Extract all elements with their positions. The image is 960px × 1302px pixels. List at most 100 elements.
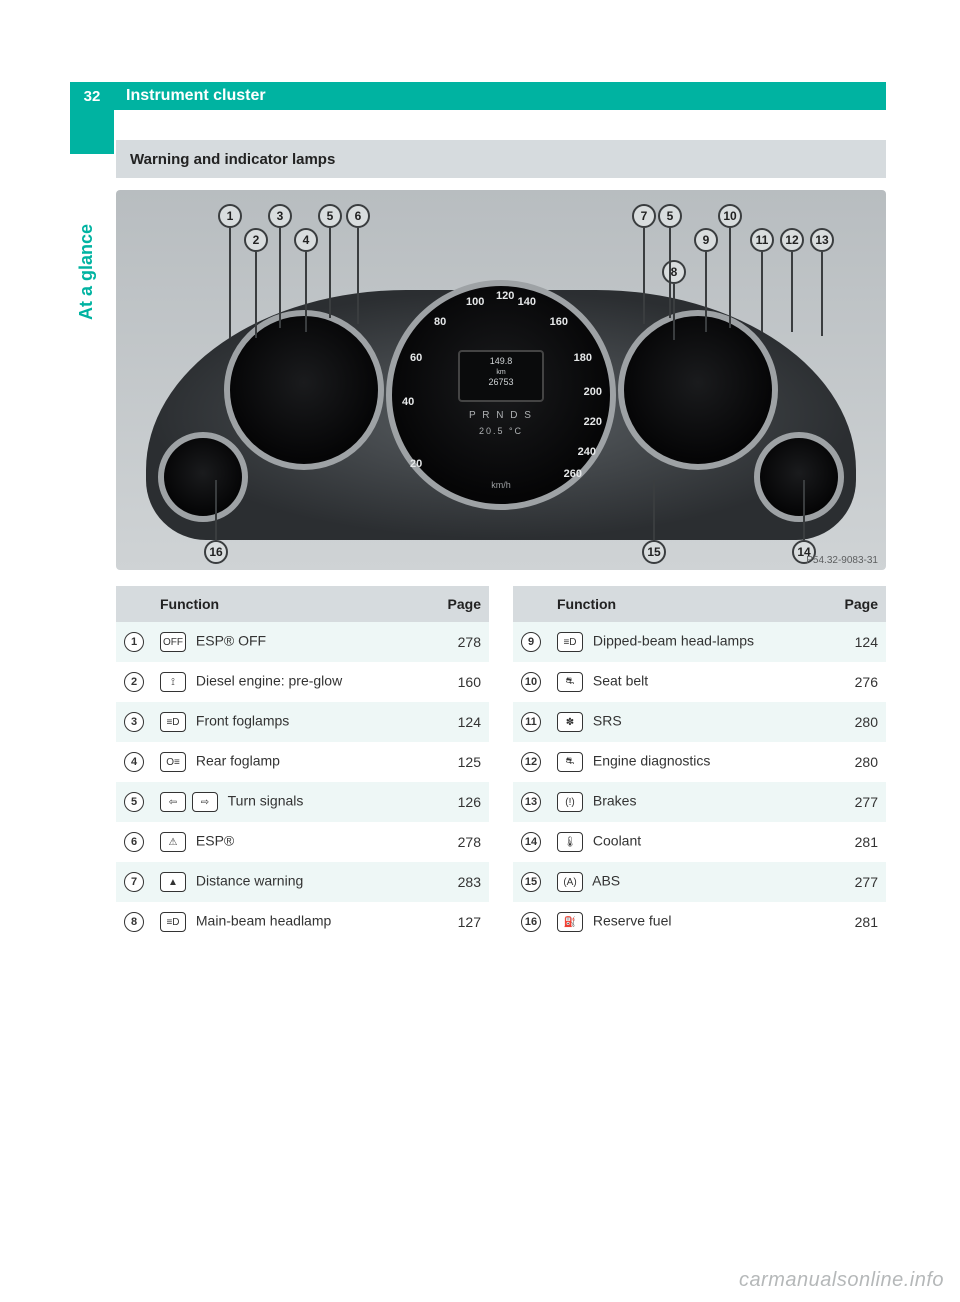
circled-number-icon: 7 bbox=[124, 872, 144, 892]
speed-60: 60 bbox=[410, 352, 422, 364]
circled-number-icon: 9 bbox=[521, 632, 541, 652]
symbol-icon: ⛐ bbox=[557, 752, 583, 772]
function-table-left: Function Page 1OFF ESP® OFF2782⟟ Diesel … bbox=[116, 586, 489, 942]
lead bbox=[821, 252, 823, 336]
row-label: Reserve fuel bbox=[589, 913, 671, 929]
row-number: 3 bbox=[116, 702, 152, 742]
header-bar: Instrument cluster bbox=[70, 82, 886, 110]
row-page: 281 bbox=[822, 822, 886, 862]
table-row: 8≡D Main-beam headlamp127 bbox=[116, 902, 489, 942]
callout-13: 13 bbox=[810, 228, 834, 252]
row-number: 14 bbox=[513, 822, 549, 862]
callout-6: 6 bbox=[346, 204, 370, 228]
row-page: 281 bbox=[822, 902, 886, 942]
row-label: Engine diagnostics bbox=[589, 753, 710, 769]
row-label: Distance warning bbox=[192, 873, 303, 889]
row-number: 13 bbox=[513, 782, 549, 822]
row-function: ▲ Distance warning bbox=[152, 862, 425, 902]
row-page: 125 bbox=[425, 742, 489, 782]
symbol-icon: ⛐ bbox=[557, 672, 583, 692]
callout-10: 10 bbox=[718, 204, 742, 228]
row-function: ⚠ ESP® bbox=[152, 822, 425, 862]
row-number: 9 bbox=[513, 622, 549, 662]
lead bbox=[791, 252, 793, 332]
row-number: 10 bbox=[513, 662, 549, 702]
lead bbox=[279, 228, 281, 328]
row-number: 11 bbox=[513, 702, 549, 742]
row-page: 277 bbox=[822, 782, 886, 822]
lead bbox=[729, 228, 731, 328]
circled-number-icon: 11 bbox=[521, 712, 541, 732]
section-heading: Warning and indicator lamps bbox=[116, 140, 886, 178]
cluster-panel: 149.8 km 26753 P R N D S 20.5 °C km/h 20… bbox=[146, 290, 856, 540]
lead bbox=[215, 480, 217, 540]
trip-display: 149.8 km 26753 bbox=[458, 350, 544, 402]
row-label: ABS bbox=[589, 873, 620, 889]
temp-display: 20.5 °C bbox=[456, 426, 546, 436]
row-number: 15 bbox=[513, 862, 549, 902]
row-page: 280 bbox=[822, 702, 886, 742]
symbol-icon: ≡D bbox=[160, 912, 186, 932]
lead bbox=[803, 480, 805, 540]
row-number: 2 bbox=[116, 662, 152, 702]
speed-260: 260 bbox=[564, 468, 582, 480]
table-row: 1OFF ESP® OFF278 bbox=[116, 622, 489, 662]
symbol-icon: (A) bbox=[557, 872, 583, 892]
row-label: Coolant bbox=[589, 833, 641, 849]
row-function: ⛐ Seat belt bbox=[549, 662, 822, 702]
col-blank bbox=[513, 586, 549, 622]
row-label: SRS bbox=[589, 713, 622, 729]
row-function: ≡D Main-beam headlamp bbox=[152, 902, 425, 942]
row-number: 6 bbox=[116, 822, 152, 862]
table-row: 16⛽ Reserve fuel281 bbox=[513, 902, 886, 942]
table-row: 13 (!) Brakes 277 bbox=[513, 782, 886, 822]
table-row: 6⚠ ESP®278 bbox=[116, 822, 489, 862]
table-row: 5⇦⇨ Turn signals126 bbox=[116, 782, 489, 822]
circled-number-icon: 4 bbox=[124, 752, 144, 772]
symbol-icon: (!) bbox=[557, 792, 583, 812]
side-tab bbox=[70, 110, 114, 154]
row-label: Rear foglamp bbox=[192, 753, 280, 769]
row-label: Turn signals bbox=[224, 793, 303, 809]
fuel-gauge bbox=[158, 432, 248, 522]
callout-12: 12 bbox=[780, 228, 804, 252]
row-page: 124 bbox=[822, 622, 886, 662]
circled-number-icon: 5 bbox=[124, 792, 144, 812]
row-function: 🌡 Coolant bbox=[549, 822, 822, 862]
callout-5: 5 bbox=[318, 204, 342, 228]
symbol-icon: ▲ bbox=[160, 872, 186, 892]
section-title: Warning and indicator lamps bbox=[130, 151, 335, 168]
lcd-top: 149.8 bbox=[460, 356, 542, 368]
callout-5b: 5 bbox=[658, 204, 682, 228]
speed-40: 40 bbox=[402, 396, 414, 408]
lead bbox=[229, 228, 231, 338]
row-label: Dipped-beam head-lamps bbox=[589, 633, 754, 649]
callout-1: 1 bbox=[218, 204, 242, 228]
function-tables: Function Page 1OFF ESP® OFF2782⟟ Diesel … bbox=[116, 586, 886, 942]
col-page: Page bbox=[425, 586, 489, 622]
circled-number-icon: 16 bbox=[521, 912, 541, 932]
row-page: 127 bbox=[425, 902, 489, 942]
speed-20: 20 bbox=[410, 458, 422, 470]
callout-2: 2 bbox=[244, 228, 268, 252]
lead bbox=[669, 228, 671, 318]
lead bbox=[653, 480, 655, 540]
speed-180: 180 bbox=[574, 352, 592, 364]
manual-page: Instrument cluster 32 At a glance Warnin… bbox=[0, 0, 960, 1302]
speed-80: 80 bbox=[434, 316, 446, 328]
table-row: 10⛐ Seat belt276 bbox=[513, 662, 886, 702]
row-page: 126 bbox=[425, 782, 489, 822]
row-number: 5 bbox=[116, 782, 152, 822]
row-function: ⛐ Engine diagnostics bbox=[549, 742, 822, 782]
circled-number-icon: 2 bbox=[124, 672, 144, 692]
callout-9: 9 bbox=[694, 228, 718, 252]
table-row: 2⟟ Diesel engine: pre-glow160 bbox=[116, 662, 489, 702]
lead bbox=[329, 228, 331, 318]
row-label: Front foglamps bbox=[192, 713, 289, 729]
row-function: OFF ESP® OFF bbox=[152, 622, 425, 662]
symbol-icon: ⚠ bbox=[160, 832, 186, 852]
symbol-icon: 🌡 bbox=[557, 832, 583, 852]
row-page: 276 bbox=[822, 662, 886, 702]
lead bbox=[305, 252, 307, 332]
row-label: Brakes bbox=[589, 793, 636, 809]
